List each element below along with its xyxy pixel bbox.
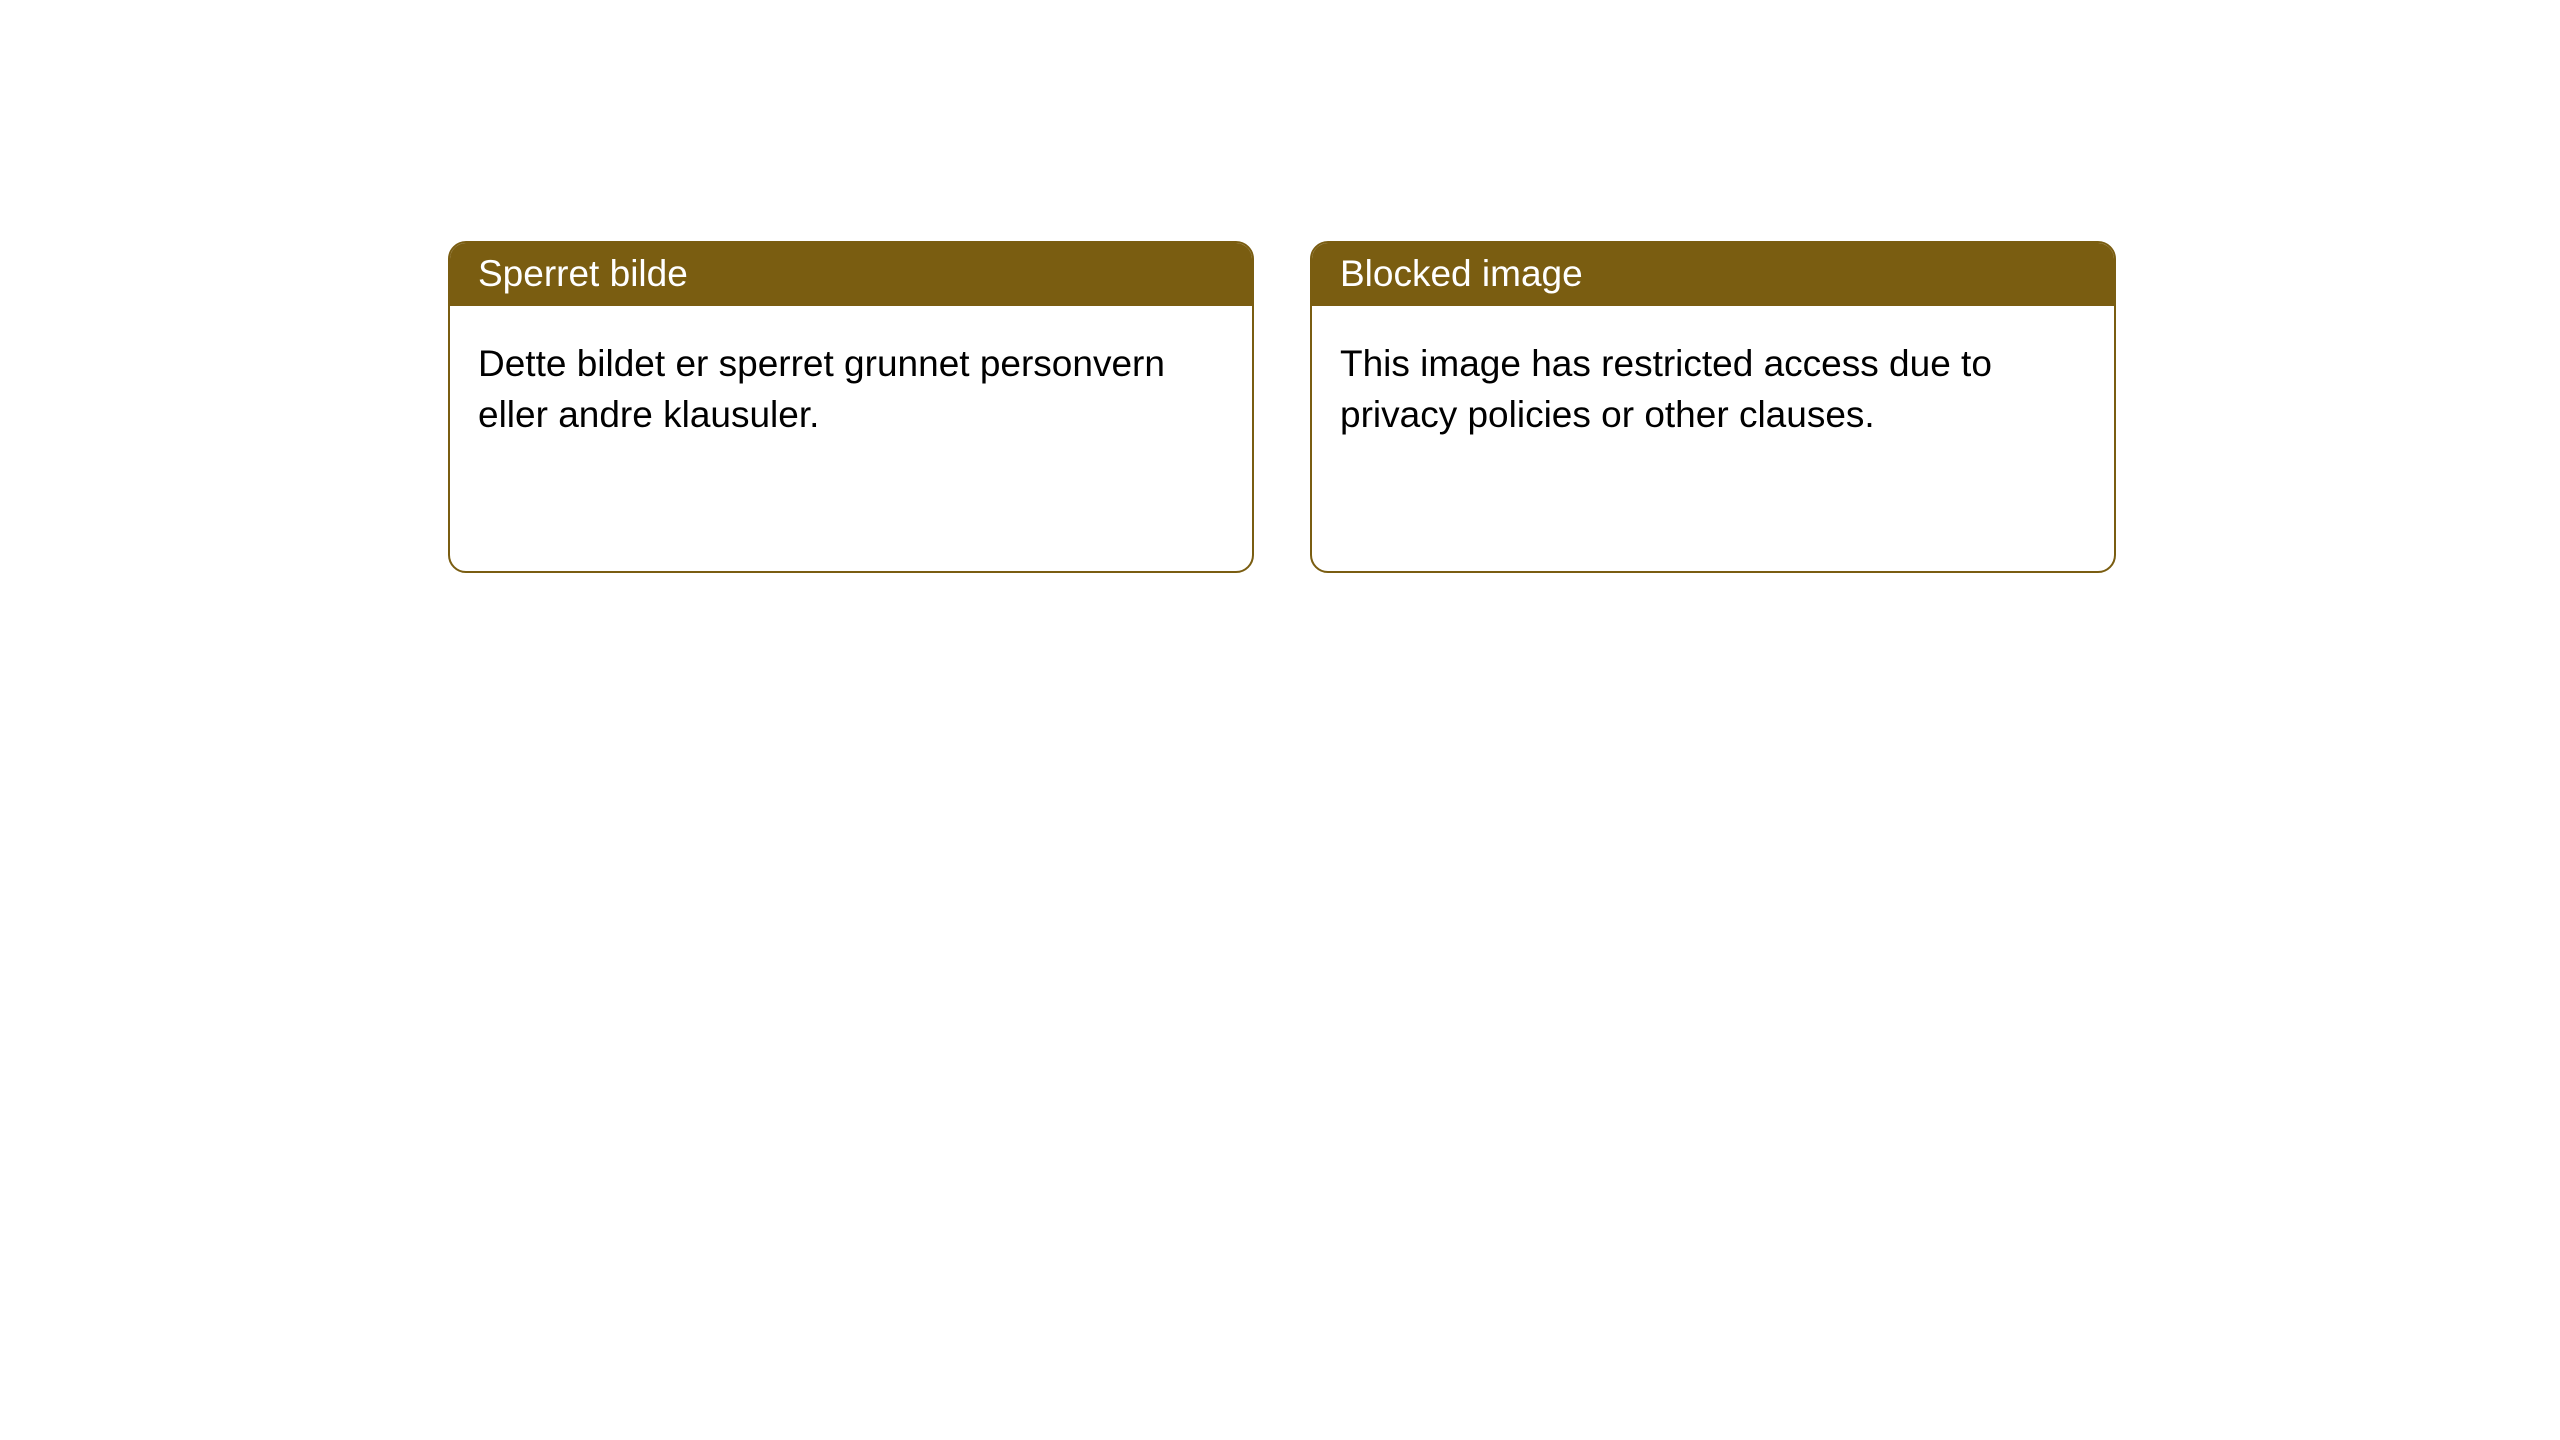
card-title: Blocked image — [1340, 253, 1583, 294]
card-body: Dette bildet er sperret grunnet personve… — [450, 306, 1252, 468]
notice-card-norwegian: Sperret bilde Dette bildet er sperret gr… — [448, 241, 1254, 573]
notice-cards-container: Sperret bilde Dette bildet er sperret gr… — [0, 0, 2560, 573]
card-title: Sperret bilde — [478, 253, 688, 294]
card-header: Blocked image — [1312, 243, 2114, 306]
card-body-text: This image has restricted access due to … — [1340, 343, 1992, 435]
notice-card-english: Blocked image This image has restricted … — [1310, 241, 2116, 573]
card-body-text: Dette bildet er sperret grunnet personve… — [478, 343, 1165, 435]
card-header: Sperret bilde — [450, 243, 1252, 306]
card-body: This image has restricted access due to … — [1312, 306, 2114, 468]
